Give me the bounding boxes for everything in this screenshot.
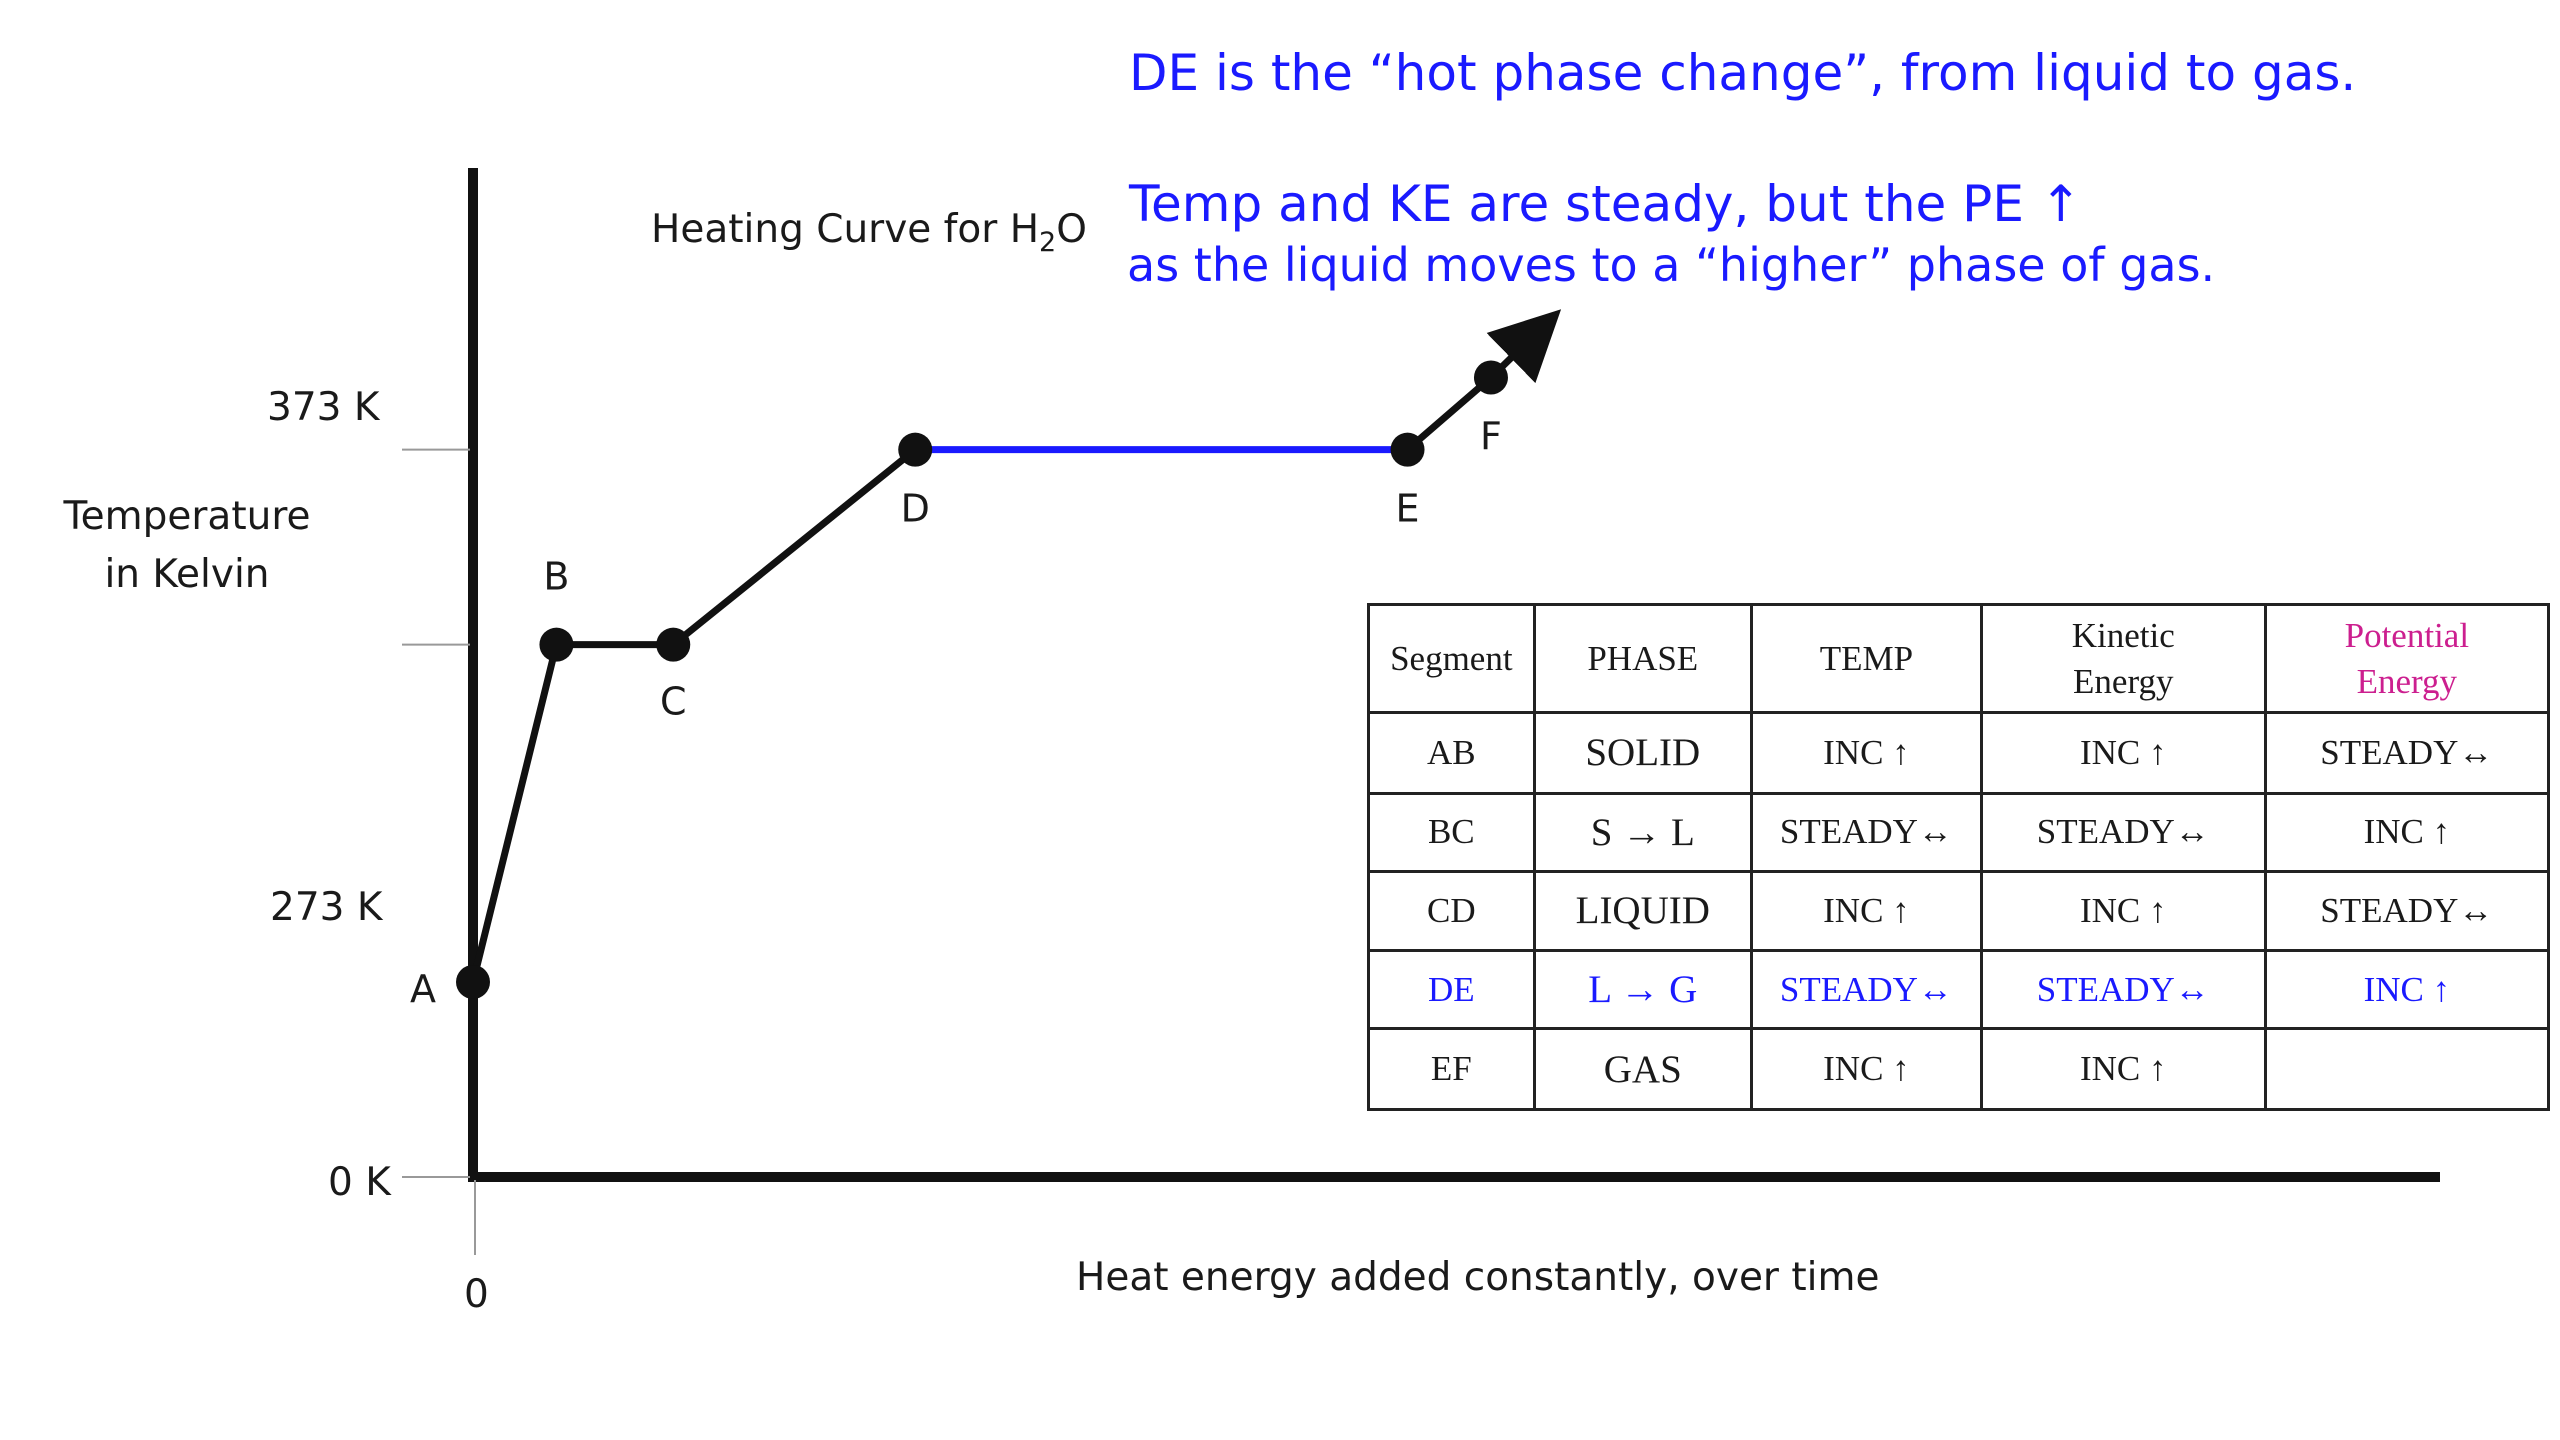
note-line-3: as the liquid moves to a “higher” phase …: [1127, 238, 2216, 292]
point-label-a: A: [410, 967, 436, 1011]
table-cell: LIQUID: [1532, 870, 1753, 952]
table-cell: INC ↑: [1749, 711, 1983, 795]
table-row: EF GAS INC ↑ INC ↑: [1367, 1027, 2551, 1111]
table-cell: STEADY↔: [1749, 948, 1983, 1031]
table-cell: GAS: [1532, 1027, 1753, 1111]
point-label-e: E: [1396, 487, 1420, 531]
header-phase: PHASE: [1532, 603, 1753, 714]
table-cell: AB: [1367, 711, 1536, 795]
chart-title-tail: O: [1056, 207, 1087, 252]
table-row: AB SOLID INC ↑ INC ↑ STEADY↔: [1367, 711, 2551, 795]
table-cell: L → G: [1532, 948, 1753, 1031]
table-cell: STEADY↔: [2263, 870, 2551, 952]
y-tick-273: 273 K: [270, 885, 383, 930]
table-cell: INC ↑: [2263, 791, 2551, 874]
x-axis-label: Heat energy added constantly, over time: [1076, 1255, 1880, 1300]
header-temp: TEMP: [1749, 603, 1983, 714]
note-line-1: DE is the “hot phase change”, from liqui…: [1129, 44, 2357, 102]
table-cell: INC ↑: [1979, 1027, 2267, 1111]
chart-title-subscript: 2: [1039, 226, 1057, 258]
point-label-f: F: [1480, 415, 1502, 459]
header-potential-energy: Potential Energy: [2263, 603, 2551, 714]
segment-table: Segment PHASE TEMP Kinetic Energy Potent…: [1367, 603, 2551, 1111]
chart-title-text: Heating Curve for H: [651, 207, 1040, 252]
table-cell: INC ↑: [1749, 870, 1983, 952]
point-c: [656, 627, 691, 662]
table-cell: STEADY↔: [1749, 791, 1983, 874]
segment-ab: [469, 641, 560, 986]
table-cell: EF: [1367, 1027, 1536, 1111]
y-axis-label: Temperature in Kelvin: [62, 488, 312, 604]
table-cell: DE: [1367, 948, 1536, 1031]
point-d: [898, 432, 933, 467]
y-axis-label-line1: Temperature: [63, 494, 311, 539]
table-row: CD LIQUID INC ↑ INC ↑ STEADY↔: [1367, 870, 2551, 952]
y-tick-0: 0 K: [328, 1160, 391, 1205]
y-tick-373: 373 K: [267, 385, 380, 430]
table-cell: STEADY↔: [2263, 711, 2551, 795]
point-label-b: B: [543, 555, 569, 599]
table-cell: INC ↑: [1979, 711, 2267, 795]
segment-cd: [669, 446, 919, 649]
point-f: [1473, 360, 1508, 395]
table-cell: INC ↑: [1749, 1027, 1983, 1111]
table-row: DE L → G STEADY↔ STEADY↔ INC ↑: [1367, 948, 2551, 1031]
x-origin-label: 0: [464, 1272, 489, 1317]
table-cell: STEADY↔: [1979, 791, 2267, 874]
table-header-row: Segment PHASE TEMP Kinetic Energy Potent…: [1367, 603, 2551, 714]
table-cell: INC ↑: [1979, 870, 2267, 952]
table-cell: BC: [1367, 791, 1536, 874]
table-cell: CD: [1367, 870, 1536, 952]
table-cell: INC ↑: [2263, 948, 2551, 1031]
note-line-2: Temp and KE are steady, but the PE ↑: [1129, 175, 2082, 233]
table-cell: S → L: [1532, 791, 1753, 874]
table-cell: SOLID: [1532, 711, 1753, 795]
point-label-c: C: [660, 680, 687, 724]
header-kinetic-energy: Kinetic Energy: [1979, 603, 2267, 714]
point-a: [456, 965, 490, 999]
table-row: BC S → L STEADY↔ STEADY↔ INC ↑: [1367, 791, 2551, 874]
point-label-d: D: [901, 487, 930, 531]
point-b: [539, 627, 574, 662]
chart-title: Heating Curve for H2O: [651, 207, 1087, 258]
header-segment: Segment: [1367, 603, 1536, 714]
table-cell: STEADY↔: [1979, 948, 2267, 1031]
point-e: [1390, 432, 1425, 467]
segment-ef: [1404, 374, 1495, 454]
y-axis-label-line2: in Kelvin: [104, 552, 270, 597]
table-cell: [2263, 1027, 2551, 1111]
